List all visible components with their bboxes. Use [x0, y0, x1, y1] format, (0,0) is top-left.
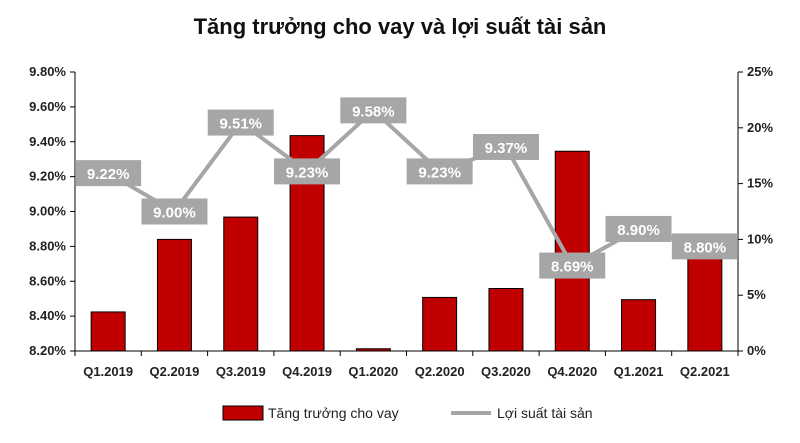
data-label: 9.58%: [352, 103, 395, 120]
left-axis-tick-label: 8.80%: [29, 238, 66, 253]
x-axis-tick-label: Q1.2021: [614, 364, 664, 379]
chart-title: Tăng trưởng cho vay và lợi suất tài sản: [193, 14, 607, 39]
left-axis-tick-label: 9.80%: [29, 64, 66, 79]
right-axis-tick-label: 25%: [747, 64, 773, 79]
data-label: 8.69%: [551, 259, 594, 276]
data-label-box: [340, 97, 407, 124]
data-label-box: [406, 158, 473, 185]
data-label: 9.51%: [219, 116, 262, 133]
bar-Q1.2020: [355, 348, 391, 352]
data-label-box: [539, 252, 606, 279]
data-label: 9.23%: [286, 164, 329, 181]
bar-Q1.2019: [90, 311, 126, 352]
x-axis-tick-label: Q1.2019: [83, 364, 133, 379]
right-axis-tick-label: 10%: [747, 231, 773, 246]
bar-Q1.2021: [621, 299, 657, 352]
x-axis-tick-label: Q4.2019: [282, 364, 332, 379]
bar-Q4.2020: [554, 150, 590, 352]
left-axis-tick-label: 8.60%: [29, 273, 66, 288]
left-axis-tick-label: 8.20%: [29, 343, 66, 358]
bar-Q2.2021: [687, 257, 723, 352]
left-axis-tick-label: 9.40%: [29, 134, 66, 149]
legend-label-line: Lợi suất tài sản: [497, 405, 593, 421]
left-axis-tick-label: 8.40%: [29, 308, 66, 323]
x-axis-tick-label: Q3.2020: [481, 364, 531, 379]
right-axis-tick-label: 20%: [747, 120, 773, 135]
data-label-box: [141, 198, 208, 225]
x-axis-tick-label: Q1.2020: [348, 364, 398, 379]
right-axis-tick-label: 5%: [747, 287, 766, 302]
right-axis-tick-label: 15%: [747, 176, 773, 191]
data-label-box: [605, 215, 672, 242]
left-axis-tick-label: 9.60%: [29, 99, 66, 114]
data-label-box: [472, 133, 539, 160]
data-label-box: [274, 158, 341, 185]
data-label-box: [671, 233, 738, 260]
x-axis-tick-label: Q2.2019: [150, 364, 200, 379]
data-label: 9.37%: [485, 140, 528, 157]
data-label: 9.23%: [418, 164, 461, 181]
line-series-path: [107, 108, 706, 268]
data-label: 9.22%: [87, 166, 130, 183]
legend-label-bars: Tăng trưởng cho vay: [268, 405, 399, 421]
left-axis-tick-label: 9.20%: [29, 169, 66, 184]
x-axis-tick-label: Q2.2020: [415, 364, 465, 379]
x-axis-tick-label: Q4.2020: [547, 364, 597, 379]
x-axis-tick-label: Q2.2021: [680, 364, 730, 379]
left-axis-tick-label: 9.00%: [29, 204, 66, 219]
x-axis-tick-label: Q3.2019: [216, 364, 266, 379]
bar-Q3.2019: [223, 216, 259, 352]
right-axis-tick-label: 0%: [747, 343, 766, 358]
bar-Q2.2019: [156, 238, 192, 352]
data-label: 8.80%: [684, 239, 727, 256]
data-label-box: [75, 160, 142, 187]
legend-bar-swatch: [222, 405, 264, 421]
bar-Q2.2020: [422, 296, 458, 352]
bar-Q3.2020: [488, 288, 524, 352]
data-label: 8.90%: [617, 222, 660, 239]
data-label: 9.00%: [153, 205, 196, 222]
data-label-box: [207, 109, 274, 136]
